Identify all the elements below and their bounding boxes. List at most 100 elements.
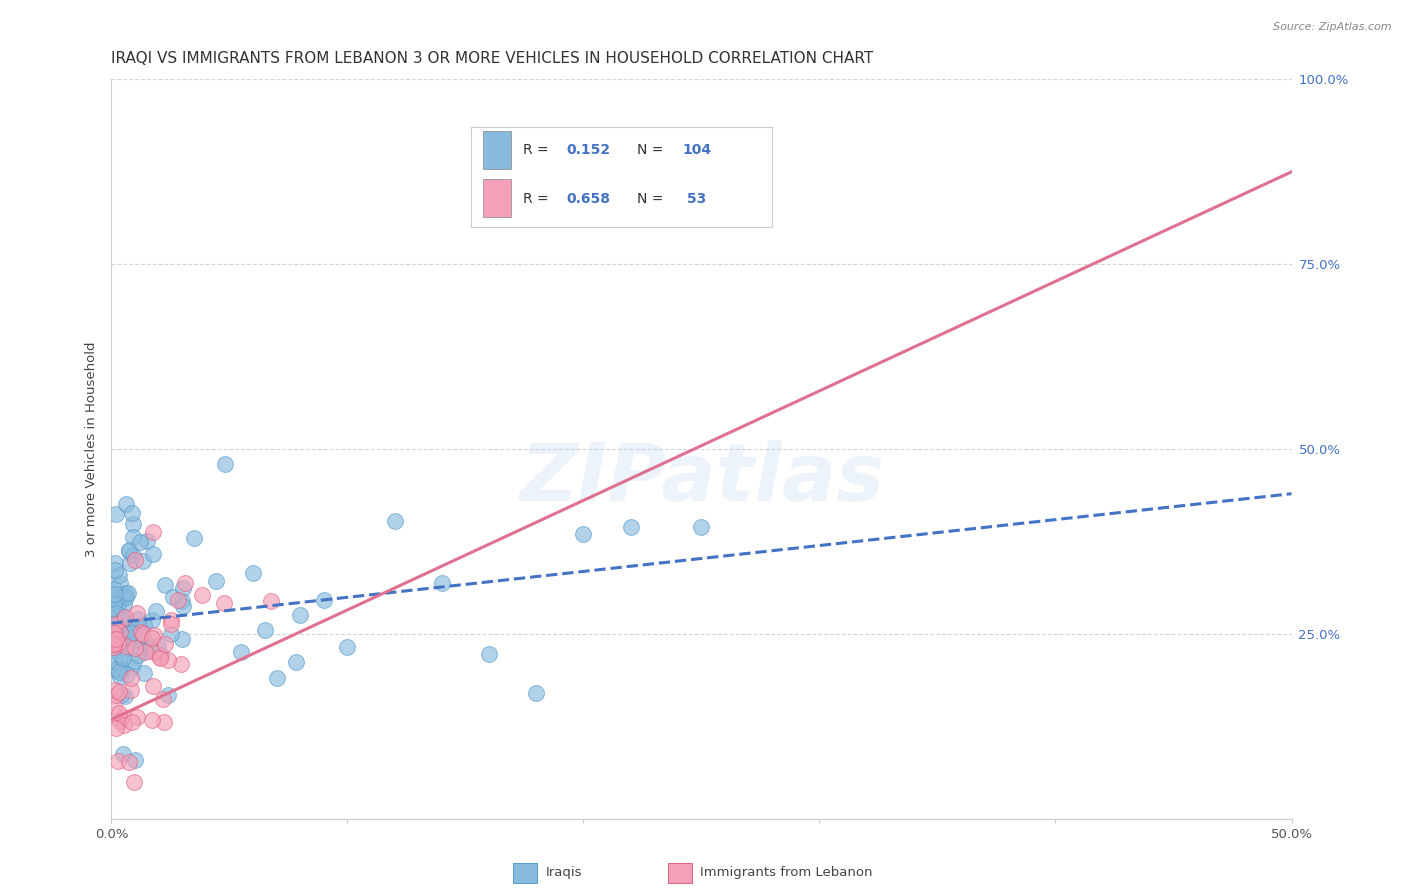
Point [103,597,125,611]
Point [107,624,129,638]
Point [108,706,131,721]
Point [111,710,134,724]
Point [112,588,135,602]
Point [111,662,134,676]
Point [112,718,135,732]
Point [121,625,143,640]
Point [122,517,145,532]
Point [120,671,142,685]
Point [141,631,163,645]
Point [114,586,136,600]
Point [121,506,143,520]
Point [336,640,359,654]
Point [384,514,406,528]
Point [125,710,148,724]
Point [128,618,150,632]
Point [103,627,125,641]
Point [159,613,181,627]
Point [204,574,226,588]
Point [146,638,169,652]
Point [127,612,149,626]
Point [110,620,132,634]
Point [103,624,125,638]
Point [103,607,125,622]
Point [129,628,152,642]
Point [122,775,145,789]
Point [103,637,125,651]
Point [134,665,156,680]
Point [149,649,172,664]
Point [107,754,129,768]
Point [142,547,165,561]
Point [136,534,159,549]
Point [117,631,139,645]
Point [690,520,713,534]
Point [103,698,125,713]
Point [110,688,132,702]
Point [115,498,138,512]
Point [103,625,125,640]
Point [285,655,308,669]
Point [127,648,149,662]
Point [214,457,236,471]
Point [183,531,205,545]
Point [110,648,132,663]
Point [139,641,162,656]
Point [572,526,595,541]
Point [108,670,131,684]
Point [104,606,127,620]
Point [170,657,193,671]
Point [134,645,156,659]
Y-axis label: 3 or more Vehicles in Household: 3 or more Vehicles in Household [86,342,98,558]
Point [118,556,141,570]
Point [108,714,131,728]
Point [149,651,172,665]
Point [104,508,127,522]
Point [524,686,547,700]
Point [157,688,180,702]
Point [162,590,184,604]
Point [143,628,166,642]
Point [131,554,153,568]
Point [110,587,132,601]
Text: Immigrants from Lebanon: Immigrants from Lebanon [700,866,873,879]
Point [117,542,139,557]
Text: Source: ZipAtlas.com: Source: ZipAtlas.com [1274,22,1392,32]
Point [107,598,129,612]
Point [105,632,128,646]
Point [105,721,128,735]
Point [172,632,194,647]
Point [104,587,127,601]
Point [115,617,138,632]
Point [153,578,176,592]
Point [115,590,138,604]
Point [105,662,128,676]
Point [134,643,156,657]
Point [107,632,129,646]
Point [111,651,134,665]
Point [155,637,177,651]
Point [242,566,264,581]
Point [104,683,127,698]
Point [121,715,143,730]
Point [136,638,159,652]
Point [142,680,165,694]
Point [129,643,152,657]
Point [114,640,136,655]
Point [103,625,125,640]
Point [107,635,129,649]
Point [129,535,152,549]
Point [104,654,127,668]
Point [115,667,138,681]
Point [103,635,125,649]
Text: IRAQI VS IMMIGRANTS FROM LEBANON 3 OR MORE VEHICLES IN HOUSEHOLD CORRELATION CHA: IRAQI VS IMMIGRANTS FROM LEBANON 3 OR MO… [111,51,873,66]
Point [103,588,125,602]
Point [172,594,194,608]
Point [103,621,125,635]
Point [112,598,135,612]
Point [266,671,288,685]
Point [108,684,131,698]
Point [167,593,190,607]
Point [141,713,163,727]
Point [620,520,643,534]
